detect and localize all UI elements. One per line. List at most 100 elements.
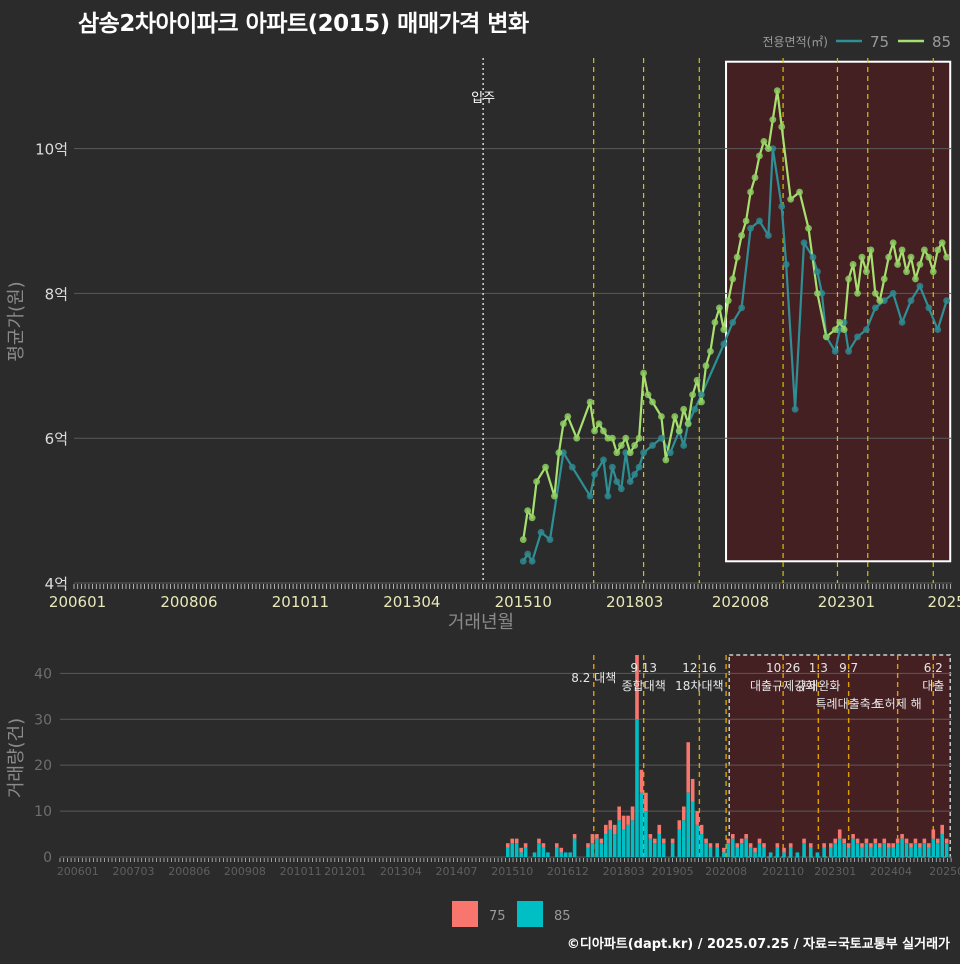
price-point-75: [747, 224, 754, 232]
policy-label: 18차대책: [675, 678, 723, 693]
volume-bar-85: [931, 838, 936, 857]
volume-bar-85: [775, 847, 780, 857]
chart-title: 삼송2차아이파크 아파트(2015) 매매가격 변화: [78, 11, 529, 37]
price-point-75: [631, 471, 639, 478]
volume-bar-85: [657, 834, 662, 857]
volume-x-tick-label: 202110: [762, 865, 804, 878]
volume-bar-75: [913, 838, 918, 844]
volume-bar-75: [822, 843, 826, 848]
volume-bar-85: [726, 843, 731, 857]
policy-date: 12.16: [682, 661, 716, 675]
volume-bar-85: [927, 847, 931, 857]
price-point-75: [889, 290, 897, 297]
price-point-85: [600, 427, 607, 435]
volume-y-tick-label: 20: [34, 758, 52, 774]
volume-bar-75: [726, 838, 731, 844]
volume-bar-75: [837, 829, 842, 839]
volume-bar-85: [762, 847, 766, 857]
volume-bar-75: [612, 824, 617, 835]
volume-bar-75: [635, 655, 639, 720]
volume-bar-85: [559, 852, 564, 857]
volume-bar-85: [891, 847, 895, 857]
volume-bar-75: [644, 792, 648, 812]
volume-bar-85: [532, 852, 537, 857]
price-point-85: [822, 333, 830, 341]
price-point-75: [764, 232, 772, 239]
price-point-85: [840, 326, 848, 333]
volume-bar-75: [782, 847, 786, 853]
price-point-75: [519, 557, 527, 565]
volume-x-tick-label: 201803: [603, 865, 645, 878]
price-point-75: [854, 333, 861, 341]
price-point-85: [684, 420, 692, 428]
volume-bar-85: [768, 852, 773, 857]
volume-bar-85: [690, 801, 695, 857]
volume-bar-75: [621, 815, 626, 830]
volume-bar-85: [842, 843, 846, 857]
price-x-tick-label: 201803: [606, 593, 663, 611]
price-point-85: [698, 398, 705, 406]
price-point-85: [867, 246, 875, 254]
volume-bar-85: [864, 843, 869, 857]
volume-bar-75: [775, 843, 780, 848]
price-y-tick-label: 4억: [45, 575, 68, 593]
price-point-75: [568, 463, 576, 471]
price-point-75: [635, 463, 643, 471]
price-point-75: [617, 485, 625, 493]
volume-bar-85: [568, 852, 572, 857]
price-point-85: [675, 427, 683, 435]
volume-bar-85: [635, 719, 639, 857]
legend-label-75: 75: [870, 33, 889, 51]
volume-y-tick-label: 10: [34, 804, 52, 820]
volume-bar-85: [904, 843, 909, 857]
volume-bar-75: [842, 838, 846, 844]
volume-bar-75: [695, 811, 699, 825]
price-point-85: [849, 261, 857, 268]
volume-bar-85: [846, 847, 851, 857]
volume-bar-85: [604, 834, 608, 857]
volume-bar-75: [554, 843, 559, 848]
volume-bar-85: [878, 847, 882, 857]
volume-bar-75: [878, 843, 882, 848]
price-point-85: [760, 137, 768, 145]
legend-area-title: 전용면적(㎡): [762, 35, 828, 49]
volume-bar-75: [922, 838, 927, 844]
price-point-75: [666, 449, 674, 457]
volume-bar-85: [546, 852, 550, 857]
price-point-85: [738, 232, 746, 239]
price-x-tick-label: 2025: [928, 593, 960, 611]
legend-swatch-85: [517, 901, 543, 927]
volume-bar-75: [829, 843, 833, 848]
price-point-85: [573, 434, 581, 442]
price-point-85: [876, 297, 884, 305]
volume-bar-85: [795, 852, 800, 857]
policy-label: 8.2 대책: [571, 670, 616, 685]
volume-bar-85: [886, 847, 891, 857]
volume-bar-85: [739, 843, 744, 857]
price-point-75: [800, 239, 808, 247]
legend-swatch-75: [452, 901, 478, 927]
policy-date: 9.7: [839, 661, 858, 675]
price-point-85: [907, 253, 915, 261]
volume-bar-85: [851, 838, 855, 857]
volume-bar-75: [505, 843, 510, 848]
volume-bar-85: [940, 834, 944, 857]
policy-label: 대출규제강화: [750, 679, 816, 693]
price-point-85: [622, 434, 630, 442]
price-point-85: [787, 195, 795, 203]
volume-bar-85: [935, 843, 940, 857]
volume-bar-85: [563, 852, 568, 857]
price-y-axis-title: 평균가(원): [6, 281, 27, 361]
volume-bar-75: [855, 838, 860, 844]
price-point-75: [907, 297, 915, 305]
volume-bar-85: [648, 838, 653, 857]
price-point-85: [733, 253, 741, 261]
price-point-85: [912, 275, 919, 283]
price-point-75: [934, 326, 942, 333]
volume-bar-75: [677, 820, 682, 830]
volume-bar-85: [895, 843, 900, 857]
price-point-85: [542, 463, 549, 471]
price-y-tick-label: 6억: [45, 430, 68, 448]
price-point-85: [796, 188, 803, 196]
